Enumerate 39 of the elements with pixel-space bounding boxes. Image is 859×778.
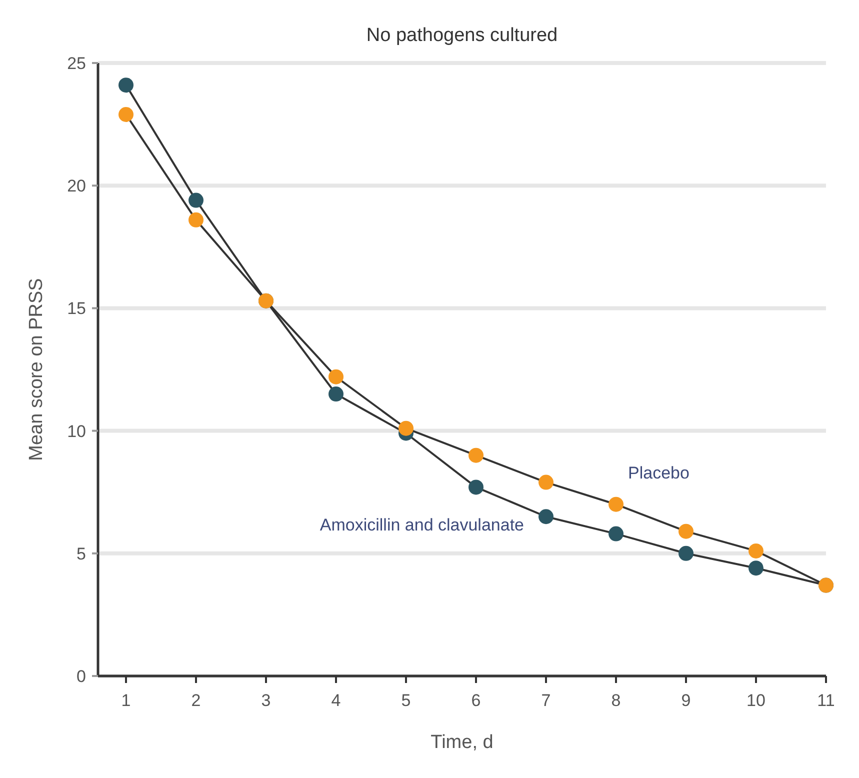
x-axis-title: Time, d [430,732,494,753]
y-tick-label: 10 [67,422,86,441]
x-tick-label: 1 [121,691,131,710]
point [538,509,554,524]
y-tick-label: 5 [76,544,86,564]
series-label: Amoxicillin and clavulanate [320,516,524,535]
point [608,526,624,542]
x-tick-label: 7 [541,691,551,710]
y-tick-label: 15 [67,299,86,318]
point [678,546,694,561]
point [538,474,554,490]
y-tick-label: 20 [67,176,86,196]
y-tick-label: 25 [67,54,86,73]
point [328,369,344,384]
x-tick-label: 4 [331,691,341,710]
chart-title: No pathogens cultured [366,25,558,46]
x-tick-label: 9 [681,691,691,710]
x-tick-label: 2 [191,691,201,710]
series-label: Placebo [628,463,690,482]
point [328,386,344,402]
point [608,496,624,512]
point [188,212,204,228]
x-tick-label: 3 [261,691,271,710]
x-tick-label: 10 [746,691,766,710]
x-tick-label: 8 [611,691,621,710]
point [748,560,764,576]
point [748,543,764,558]
point [118,106,134,122]
point [678,524,694,539]
point [118,78,134,93]
x-tick-label: 11 [817,691,835,710]
point [398,420,414,436]
point [468,480,484,495]
y-tick-label: 0 [76,666,86,686]
y-axis-title: Mean score on PRSS [26,278,47,461]
point [468,448,484,463]
x-tick-label: 5 [401,691,411,710]
point [188,192,204,208]
x-tick-label: 6 [471,691,481,710]
